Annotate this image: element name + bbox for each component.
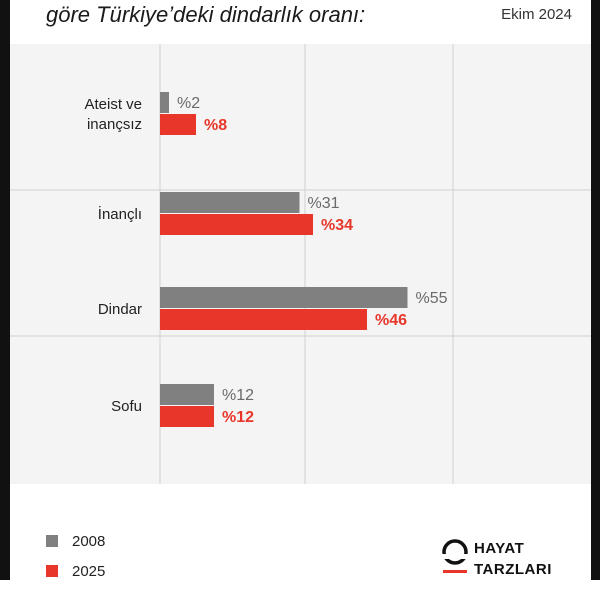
legend-label-2025: 2025 xyxy=(72,562,106,580)
brand-logo: HAYAT TARZLARI xyxy=(440,538,552,580)
legend-item-2008: 2008 xyxy=(46,532,105,550)
right-frame-border xyxy=(591,0,600,580)
bar-chart: Ateist ve inançsız %2%8 İnançlı %31 %34 Dindar… xyxy=(10,44,591,484)
bar-2008-3 xyxy=(160,384,214,405)
data-label-2008-2: %55 xyxy=(416,290,448,307)
bar-2008-0 xyxy=(160,92,169,113)
hayat-tarzlari-logo-icon xyxy=(440,538,470,580)
category-label-0: Ateist ve inançsız xyxy=(84,96,142,133)
bar-2008-1 xyxy=(160,192,300,213)
legend-item-2025: 2025 xyxy=(46,562,105,580)
chart-title: göre Türkiye’deki dindarlık oranı: xyxy=(46,2,366,27)
bar-2008-2 xyxy=(160,287,408,308)
legend-swatch-2025 xyxy=(46,565,58,577)
data-label-2025-2: %46 xyxy=(375,312,407,329)
left-frame-border xyxy=(0,0,10,580)
bar-2025-3 xyxy=(160,406,214,427)
legend: 2008 2025 xyxy=(46,532,105,592)
category-label-3: Sofu xyxy=(111,398,142,415)
date-label: Ekim 2024 xyxy=(501,6,572,23)
data-label-2025-3: %12 xyxy=(222,409,254,426)
data-label-2025-1: %34 xyxy=(321,217,353,234)
chart-panel: Ateist ve inançsız %2 %8 İnançlı %31 %34 Dindar… xyxy=(10,44,591,484)
data-label-2025-0: %8 xyxy=(204,117,227,134)
bar-2025-1 xyxy=(160,214,313,235)
data-label-2008-1: %31 xyxy=(308,195,340,212)
category-label-1: İnançlı xyxy=(98,205,142,223)
bar-2025-0 xyxy=(160,114,196,135)
bar-2025-2 xyxy=(160,309,367,330)
legend-label-2008: 2008 xyxy=(72,532,106,550)
data-label-2008-3: %12 xyxy=(222,387,254,404)
logo-text-line2: TARZLARI xyxy=(474,561,552,578)
legend-swatch-2008 xyxy=(46,535,58,547)
logo-text-line1: HAYAT xyxy=(474,540,525,557)
data-label-2008-0: %2 xyxy=(177,95,200,112)
category-label-2: Dindar xyxy=(98,301,142,318)
